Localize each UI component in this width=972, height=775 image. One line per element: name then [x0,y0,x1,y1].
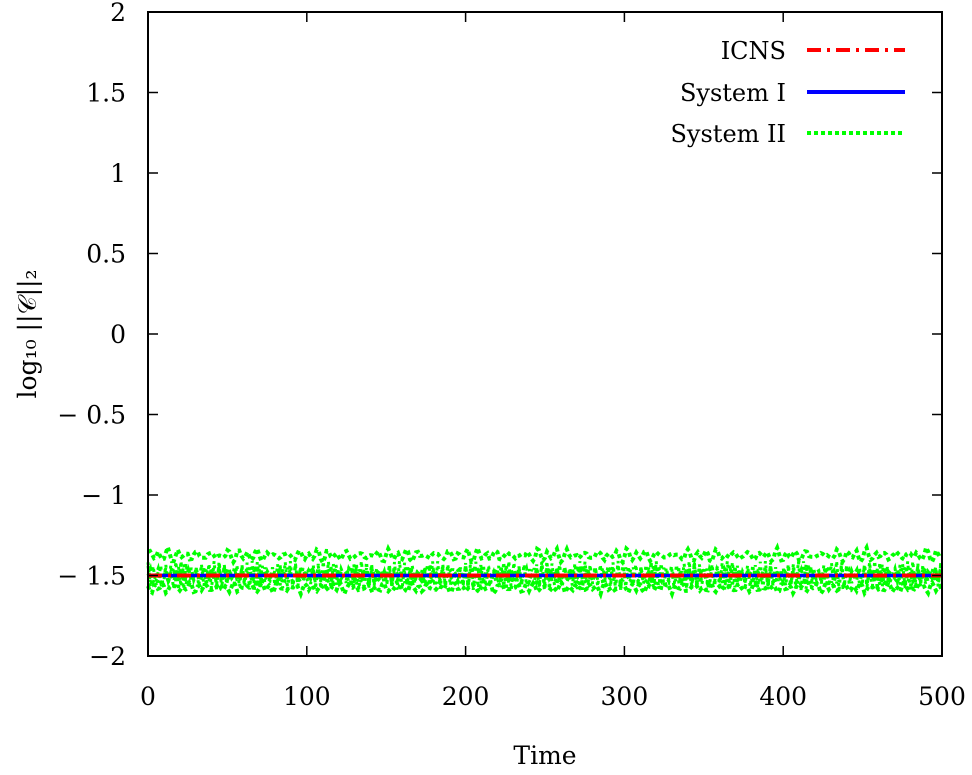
y-tick-label: − 1 [81,481,126,510]
x-tick-label: 400 [759,682,807,711]
y-tick-label: 0 [110,320,126,349]
ticks-layer: 0 100 200 300 400 500 2 1.5 1 0.5 0 − 0.5 − 1 − 1.5 −2 [57,0,966,711]
series-system-ii-upper [147,540,943,567]
x-axis-title: Time [513,741,576,770]
legend-label: System I [680,79,786,107]
x-tick-label: 300 [601,682,649,711]
legend-label: System II [670,120,786,148]
y-tick-label: 0.5 [86,240,126,269]
y-axis-title: log₁₀ ||𝒞||₂ [13,270,43,399]
x-tick-label: 500 [918,682,966,711]
legend-label: ICNS [721,37,786,65]
y-tick-label: 1 [110,159,126,188]
x-tick-label: 100 [283,682,331,711]
y-tick-label: − 0.5 [57,401,126,430]
y-tick-label: −2 [89,642,126,671]
legend: ICNS System I System II [670,37,905,148]
x-tick-label: 200 [442,682,490,711]
y-tick-label: − 1.5 [57,562,126,591]
series-system-ii-inner [146,563,943,587]
y-tick-label: 1.5 [86,79,126,108]
y-tick-label: 2 [110,0,126,27]
plot-series-layer [146,540,944,600]
x-tick-label: 0 [140,682,156,711]
